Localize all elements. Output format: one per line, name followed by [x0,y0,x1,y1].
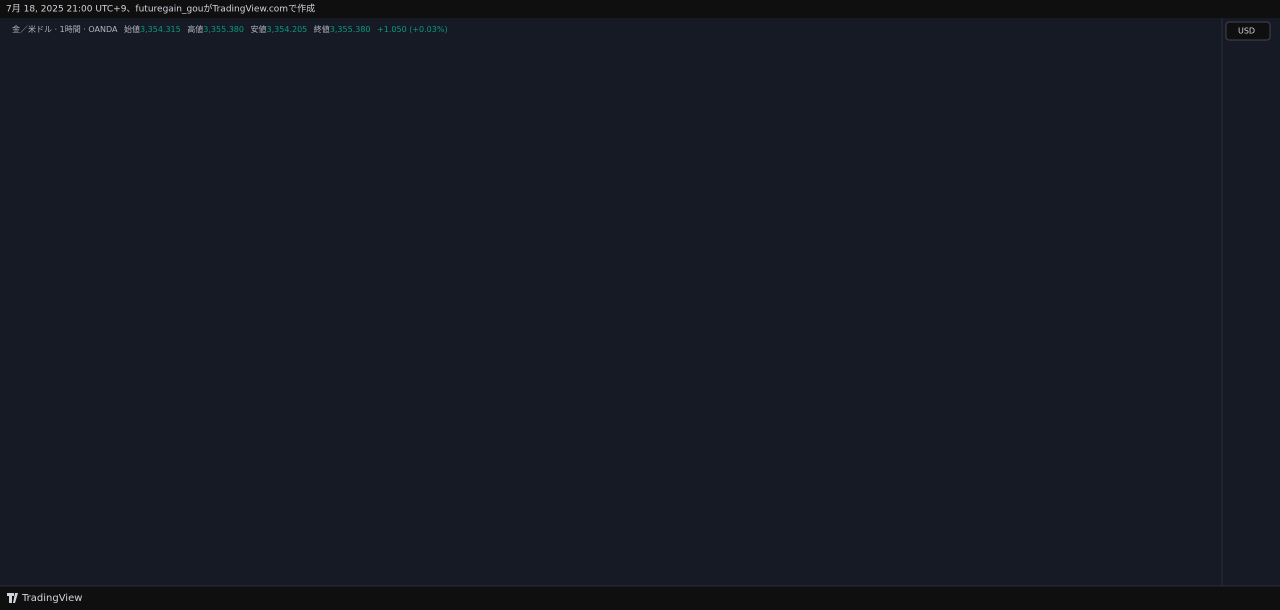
caption-bar [0,0,1280,18]
currency-button[interactable] [1225,21,1271,41]
label: 終値 [314,24,330,34]
logo [7,593,18,603]
label: 始値 [124,24,140,34]
value: 3,354.205 [267,25,308,34]
currency: USD [1238,27,1255,36]
label: 高値 [187,24,203,34]
legend: 金／米ドル · 1時間 · OANDA 始値3,354.315 高値3,355.… [12,24,448,34]
footer-brand: TradingView [21,593,82,604]
caption: 7月 18, 2025 21:00 UTC+9、futuregain_gouがT… [6,3,315,15]
value: 3,354.315 [140,25,181,34]
symbol: 金／米ドル · 1時間 · OANDA [12,24,118,34]
value: 3,355.380 [330,25,371,34]
change: +1.050 (+0.03%) [377,25,448,34]
value: 3,355.380 [203,25,244,34]
label: 安値 [251,24,267,34]
chart-panel [0,18,1280,586]
footer-bar [0,587,1280,610]
